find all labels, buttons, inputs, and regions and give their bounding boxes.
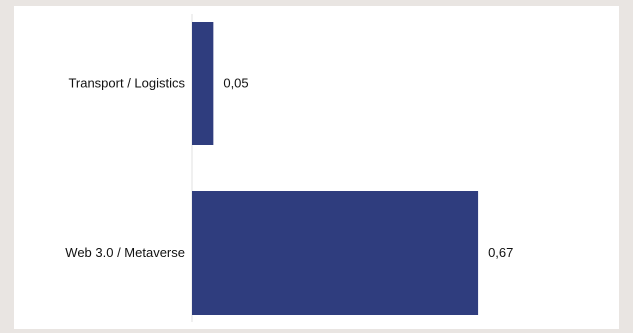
bar-0 — [192, 22, 214, 145]
value-label-1: 0,67 — [488, 245, 513, 260]
category-label-1: Web 3.0 / Metaverse — [65, 245, 185, 260]
category-label-0: Transport / Logistics — [68, 76, 185, 91]
value-label-0: 0,05 — [223, 76, 248, 91]
bar-1 — [192, 191, 479, 315]
